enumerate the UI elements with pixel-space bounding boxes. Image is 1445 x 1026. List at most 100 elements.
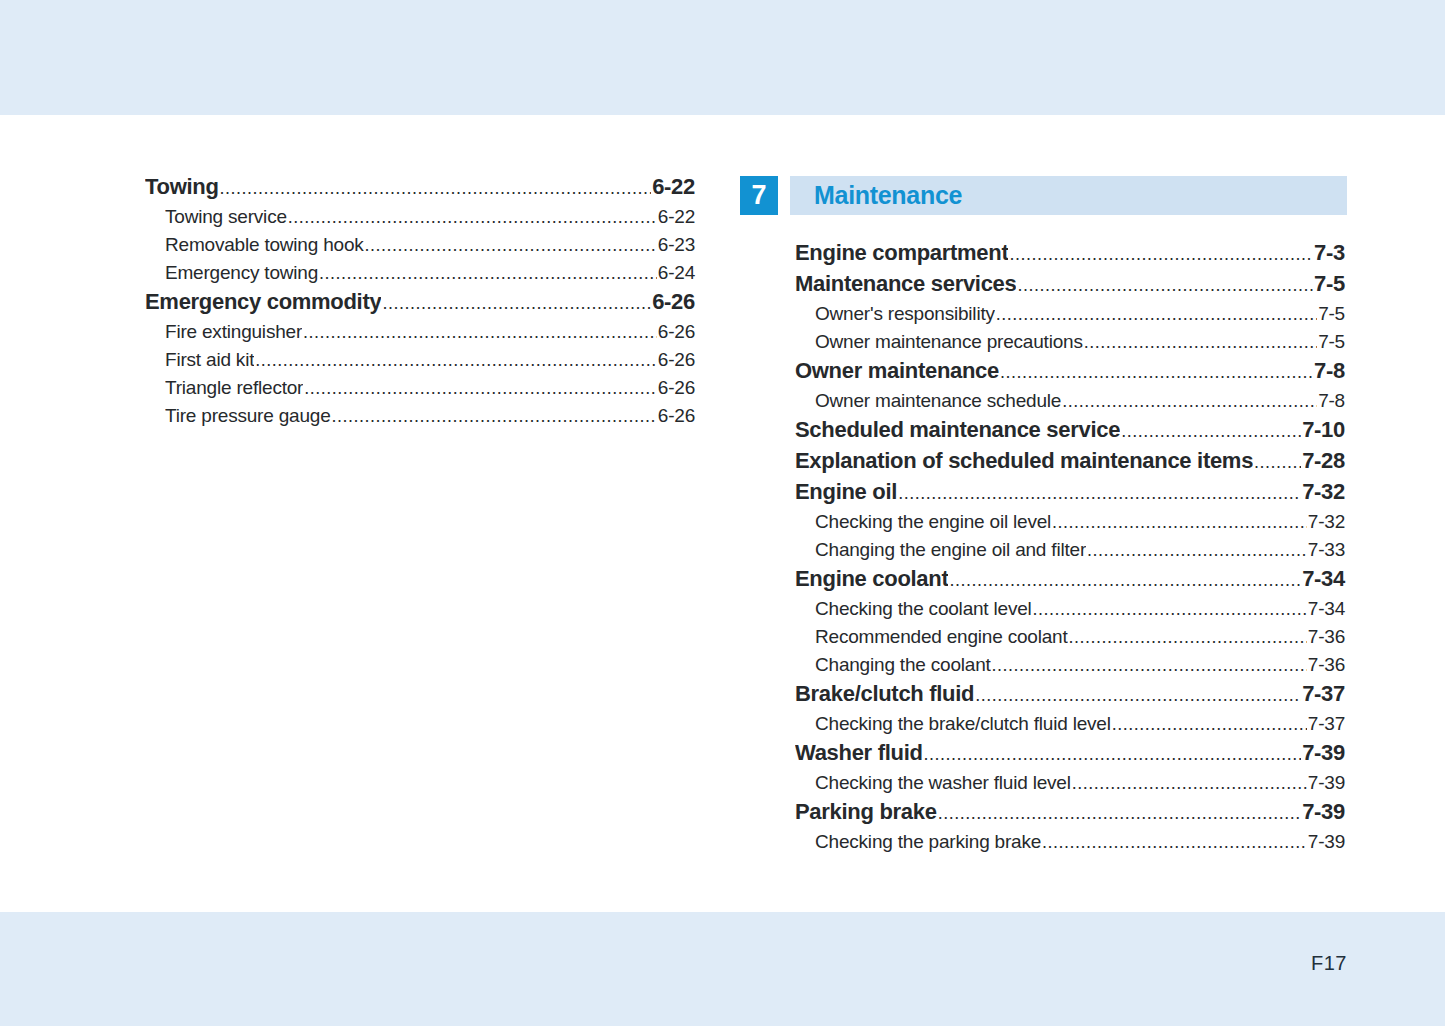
toc-entry-main: Parking brake 7-39	[795, 797, 1345, 828]
dot-leader	[1087, 537, 1307, 564]
dot-leader	[382, 288, 651, 318]
dot-leader	[1033, 596, 1307, 623]
toc-entry-page: 7-8	[1314, 356, 1345, 386]
toc-entry-page: 6-23	[658, 231, 695, 258]
toc-entry-label: Emergency commodity	[145, 287, 381, 317]
toc-entry-label: Changing the engine oil and filter	[815, 536, 1086, 563]
dot-leader	[924, 739, 1302, 769]
dot-leader	[938, 798, 1302, 828]
toc-entry-sub: Recommended engine coolant7-36	[795, 623, 1345, 651]
dot-leader	[1062, 388, 1317, 415]
toc-entry-label: Owner maintenance	[795, 356, 999, 386]
dot-leader	[1112, 711, 1307, 738]
toc-entry-page: 7-8	[1318, 387, 1345, 414]
toc-entry-main: Engine compartment 7-3	[795, 238, 1345, 269]
top-band	[0, 0, 1445, 115]
toc-entry-sub: Owner maintenance precautions7-5	[795, 328, 1345, 356]
toc-entry-main: Engine oil7-32	[795, 477, 1345, 508]
toc-entry-page: 6-24	[658, 259, 695, 286]
toc-entry-page: 6-26	[652, 287, 695, 317]
dot-leader	[949, 565, 1301, 595]
toc-entry-page: 6-26	[658, 318, 695, 345]
toc-entry-label: Removable towing hook	[165, 231, 364, 258]
toc-entry-label: Recommended engine coolant	[815, 623, 1068, 650]
dot-leader	[332, 403, 657, 430]
toc-entry-label: Explanation of scheduled maintenance ite…	[795, 446, 1253, 476]
toc-entry-label: Tire pressure gauge	[165, 402, 331, 429]
toc-entry-label: Brake/clutch fluid	[795, 679, 974, 709]
toc-entry-label: First aid kit	[165, 346, 254, 373]
toc-entry-sub: Owner's responsibility 7-5	[795, 300, 1345, 328]
toc-entry-label: Emergency towing	[165, 259, 318, 286]
toc-entry-page: 7-5	[1314, 269, 1345, 299]
dot-leader	[303, 319, 657, 346]
toc-entry-label: Towing service	[165, 203, 287, 230]
toc-entry-label: Checking the brake/clutch fluid level	[815, 710, 1111, 737]
dot-leader	[1000, 357, 1313, 387]
toc-right-column: Engine compartment7-3Maintenance service…	[795, 238, 1345, 856]
toc-entry-label: Owner's responsibility	[815, 300, 995, 327]
dot-leader	[319, 260, 657, 287]
toc-entry-main: Explanation of scheduled maintenance ite…	[795, 446, 1345, 477]
toc-entry-main: Brake/clutch fluid 7-37	[795, 679, 1345, 710]
toc-entry-page: 6-26	[658, 374, 695, 401]
toc-entry-sub: Checking the coolant level7-34	[795, 595, 1345, 623]
dot-leader	[304, 375, 657, 402]
chapter-number-badge: 7	[740, 176, 778, 215]
dot-leader	[255, 347, 657, 374]
toc-entry-page: 7-39	[1302, 797, 1345, 827]
chapter-title: Maintenance	[814, 181, 962, 210]
toc-entry-page: 7-37	[1308, 710, 1345, 737]
dot-leader	[1052, 509, 1307, 536]
toc-entry-page: 7-10	[1302, 415, 1345, 445]
toc-entry-label: Engine compartment	[795, 238, 1008, 268]
toc-entry-main: Towing 6-22	[145, 172, 695, 203]
dot-leader	[1254, 447, 1301, 477]
toc-entry-main: Washer fluid 7-39	[795, 738, 1345, 769]
toc-entry-page: 7-5	[1318, 300, 1345, 327]
toc-entry-sub: Triangle reflector6-26	[145, 374, 695, 402]
toc-entry-sub: Tire pressure gauge6-26	[145, 402, 695, 430]
toc-entry-label: Parking brake	[795, 797, 937, 827]
dot-leader	[1042, 829, 1307, 856]
toc-entry-sub: Emergency towing 6-24	[145, 259, 695, 287]
toc-entry-page: 7-34	[1302, 564, 1345, 594]
toc-entry-page: 6-26	[658, 346, 695, 373]
toc-entry-sub: Checking the engine oil level7-32	[795, 508, 1345, 536]
dot-leader	[1084, 329, 1317, 356]
toc-entry-main: Owner maintenance 7-8	[795, 356, 1345, 387]
toc-entry-sub: Fire extinguisher 6-26	[145, 318, 695, 346]
toc-entry-label: Washer fluid	[795, 738, 923, 768]
toc-entry-label: Fire extinguisher	[165, 318, 302, 345]
toc-entry-page: 7-3	[1314, 238, 1345, 268]
toc-entry-sub: Removable towing hook 6-23	[145, 231, 695, 259]
toc-entry-page: 6-22	[652, 172, 695, 202]
toc-entry-page: 7-39	[1308, 828, 1345, 855]
dot-leader	[992, 652, 1307, 679]
toc-entry-sub: Checking the parking brake 7-39	[795, 828, 1345, 856]
toc-entry-page: 7-39	[1302, 738, 1345, 768]
toc-entry-label: Towing	[145, 172, 219, 202]
dot-leader	[1072, 770, 1307, 797]
toc-entry-page: 7-32	[1302, 477, 1345, 507]
toc-entry-label: Checking the engine oil level	[815, 508, 1051, 535]
toc-entry-page: 7-37	[1302, 679, 1345, 709]
toc-entry-page: 7-34	[1308, 595, 1345, 622]
toc-entry-label: Changing the coolant	[815, 651, 991, 678]
toc-entry-page: 7-39	[1308, 769, 1345, 796]
dot-leader	[898, 478, 1301, 508]
toc-entry-sub: Towing service6-22	[145, 203, 695, 231]
bottom-band: F17	[0, 912, 1445, 1026]
toc-entry-label: Engine coolant	[795, 564, 948, 594]
toc-entry-sub: Changing the engine oil and filter7-33	[795, 536, 1345, 564]
toc-entry-sub: Owner maintenance schedule7-8	[795, 387, 1345, 415]
dot-leader	[1121, 416, 1301, 446]
dot-leader	[975, 680, 1301, 710]
dot-leader	[288, 204, 657, 231]
toc-entry-label: Owner maintenance precautions	[815, 328, 1083, 355]
page-number: F17	[1311, 952, 1347, 975]
toc-entry-main: Emergency commodity 6-26	[145, 287, 695, 318]
toc-entry-label: Checking the parking brake	[815, 828, 1041, 855]
toc-entry-main: Scheduled maintenance service7-10	[795, 415, 1345, 446]
toc-entry-sub: First aid kit 6-26	[145, 346, 695, 374]
